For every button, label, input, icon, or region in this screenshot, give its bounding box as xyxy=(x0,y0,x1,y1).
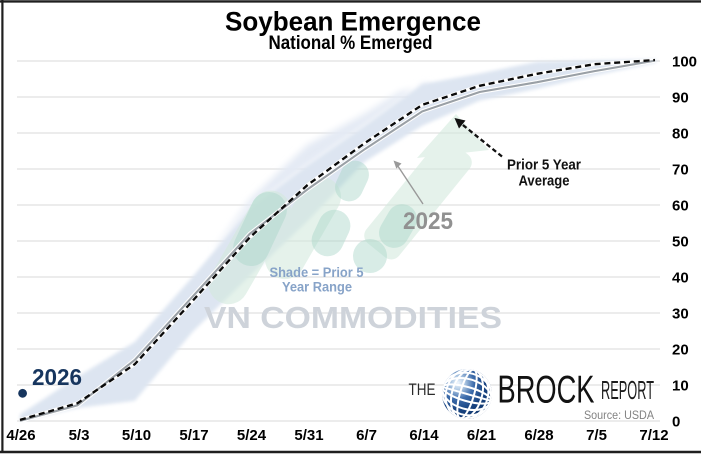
svg-text:2025: 2025 xyxy=(403,208,453,235)
svg-text:6/21: 6/21 xyxy=(467,427,496,444)
svg-text:Year Range: Year Range xyxy=(282,280,352,295)
svg-text:90: 90 xyxy=(672,90,689,107)
svg-text:Source: USDA: Source: USDA xyxy=(584,408,654,422)
svg-text:5/3: 5/3 xyxy=(69,427,90,444)
svg-text:REPORT: REPORT xyxy=(601,377,654,405)
svg-text:Average: Average xyxy=(519,173,570,190)
svg-text:6/28: 6/28 xyxy=(524,427,553,444)
svg-text:30: 30 xyxy=(672,306,689,323)
svg-text:5/10: 5/10 xyxy=(122,427,151,444)
svg-text:5/17: 5/17 xyxy=(179,427,208,444)
svg-text:20: 20 xyxy=(672,342,689,359)
svg-text:Soybean Emergence: Soybean Emergence xyxy=(225,7,481,37)
svg-text:Prior 5 Year: Prior 5 Year xyxy=(507,157,581,174)
svg-text:2026: 2026 xyxy=(32,364,82,390)
svg-text:5/31: 5/31 xyxy=(294,427,323,444)
svg-text:60: 60 xyxy=(672,198,689,215)
svg-text:50: 50 xyxy=(672,234,689,251)
svg-text:Shade = Prior 5: Shade = Prior 5 xyxy=(270,265,364,280)
svg-text:70: 70 xyxy=(672,162,689,179)
svg-text:40: 40 xyxy=(672,270,689,287)
svg-text:VN COMMODITIES: VN COMMODITIES xyxy=(204,300,502,335)
svg-text:80: 80 xyxy=(672,126,689,143)
svg-text:THE: THE xyxy=(409,380,436,399)
svg-text:100: 100 xyxy=(672,54,697,71)
svg-text:0: 0 xyxy=(672,414,680,431)
svg-text:National % Emerged: National % Emerged xyxy=(269,32,433,54)
svg-text:6/14: 6/14 xyxy=(409,427,439,444)
svg-text:BROCK: BROCK xyxy=(498,369,595,412)
svg-text:4/26: 4/26 xyxy=(6,427,35,444)
svg-text:6/7: 6/7 xyxy=(356,427,377,444)
svg-text:5/24: 5/24 xyxy=(237,427,267,444)
svg-text:10: 10 xyxy=(672,378,689,395)
svg-text:7/12: 7/12 xyxy=(639,427,668,444)
svg-text:7/5: 7/5 xyxy=(586,427,607,444)
